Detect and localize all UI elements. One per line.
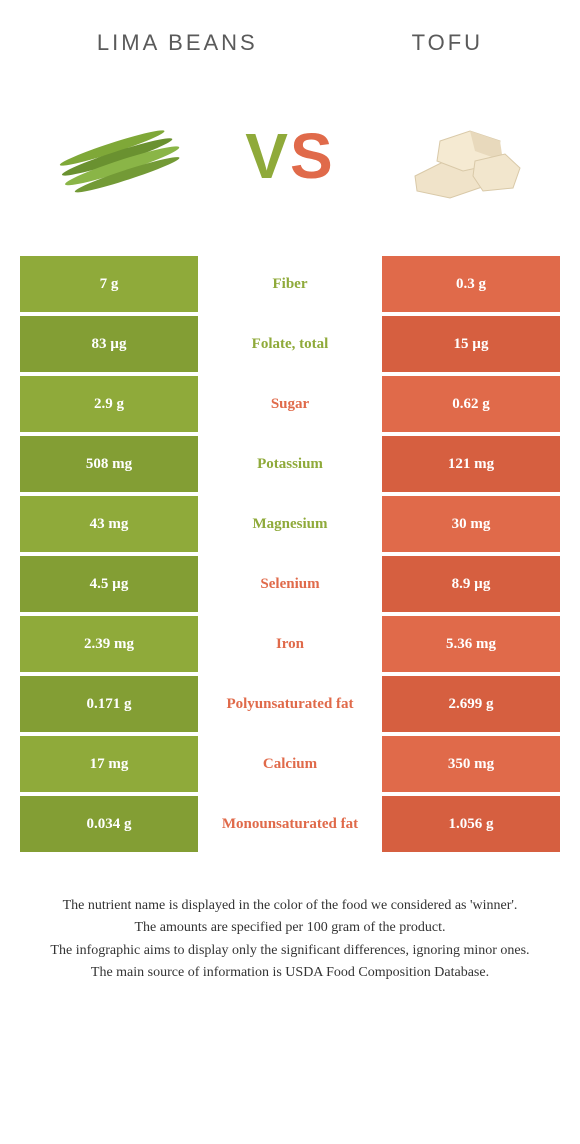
table-row: 7 gFiber0.3 g	[20, 256, 560, 312]
nutrient-label: Selenium	[198, 556, 382, 612]
right-value: 5.36 mg	[382, 616, 560, 672]
table-row: 4.5 µgSelenium8.9 µg	[20, 556, 560, 612]
right-value: 350 mg	[382, 736, 560, 792]
table-row: 2.9 gSugar0.62 g	[20, 376, 560, 432]
vs-label: VS	[245, 119, 334, 193]
table-row: 0.171 gPolyunsaturated fat2.699 g	[20, 676, 560, 732]
left-value: 17 mg	[20, 736, 198, 792]
table-row: 508 mgPotassium121 mg	[20, 436, 560, 492]
footer-line-3: The infographic aims to display only the…	[30, 941, 550, 961]
footer-line-1: The nutrient name is displayed in the co…	[30, 896, 550, 916]
nutrient-label: Iron	[198, 616, 382, 672]
nutrient-label: Potassium	[198, 436, 382, 492]
left-value: 508 mg	[20, 436, 198, 492]
nutrient-label: Sugar	[198, 376, 382, 432]
right-value: 1.056 g	[382, 796, 560, 852]
right-value: 30 mg	[382, 496, 560, 552]
vs-row: VS	[20, 86, 560, 256]
left-value: 7 g	[20, 256, 198, 312]
right-value: 2.699 g	[382, 676, 560, 732]
right-value: 0.3 g	[382, 256, 560, 312]
left-value: 4.5 µg	[20, 556, 198, 612]
nutrient-label: Fiber	[198, 256, 382, 312]
table-row: 43 mgMagnesium30 mg	[20, 496, 560, 552]
left-value: 0.171 g	[20, 676, 198, 732]
left-value: 83 µg	[20, 316, 198, 372]
right-value: 15 µg	[382, 316, 560, 372]
table-row: 0.034 gMonounsaturated fat1.056 g	[20, 796, 560, 852]
nutrient-label: Monounsaturated fat	[198, 796, 382, 852]
right-value: 0.62 g	[382, 376, 560, 432]
vs-s-letter: S	[290, 120, 335, 192]
left-value: 2.9 g	[20, 376, 198, 432]
right-value: 8.9 µg	[382, 556, 560, 612]
left-value: 2.39 mg	[20, 616, 198, 672]
nutrient-label: Magnesium	[198, 496, 382, 552]
left-food-image	[45, 106, 195, 206]
footer-line-2: The amounts are specified per 100 gram o…	[30, 918, 550, 938]
table-row: 17 mgCalcium350 mg	[20, 736, 560, 792]
nutrient-label: Calcium	[198, 736, 382, 792]
left-value: 0.034 g	[20, 796, 198, 852]
left-food-title: LIMA BEANS	[97, 30, 258, 56]
left-value: 43 mg	[20, 496, 198, 552]
right-food-title: TOFU	[412, 30, 483, 56]
footer-line-4: The main source of information is USDA F…	[30, 963, 550, 983]
comparison-table: 7 gFiber0.3 g83 µgFolate, total15 µg2.9 …	[20, 256, 560, 852]
nutrient-label: Folate, total	[198, 316, 382, 372]
right-food-image	[385, 106, 535, 206]
vs-v-letter: V	[245, 120, 290, 192]
table-row: 2.39 mgIron5.36 mg	[20, 616, 560, 672]
right-value: 121 mg	[382, 436, 560, 492]
footer-notes: The nutrient name is displayed in the co…	[20, 856, 560, 983]
nutrient-label: Polyunsaturated fat	[198, 676, 382, 732]
header-row: LIMA BEANS TOFU	[20, 20, 560, 86]
table-row: 83 µgFolate, total15 µg	[20, 316, 560, 372]
